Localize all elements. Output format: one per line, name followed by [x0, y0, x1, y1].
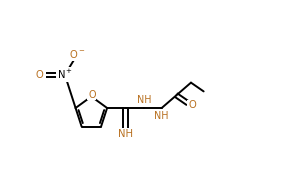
Text: O: O: [188, 100, 196, 110]
Text: O$^-$: O$^-$: [69, 48, 85, 60]
Text: O: O: [88, 90, 96, 100]
Text: N$^+$: N$^+$: [57, 68, 73, 81]
Text: NH: NH: [118, 129, 133, 139]
Text: O: O: [35, 70, 43, 80]
Text: NH: NH: [137, 95, 151, 105]
Text: NH: NH: [154, 111, 169, 121]
